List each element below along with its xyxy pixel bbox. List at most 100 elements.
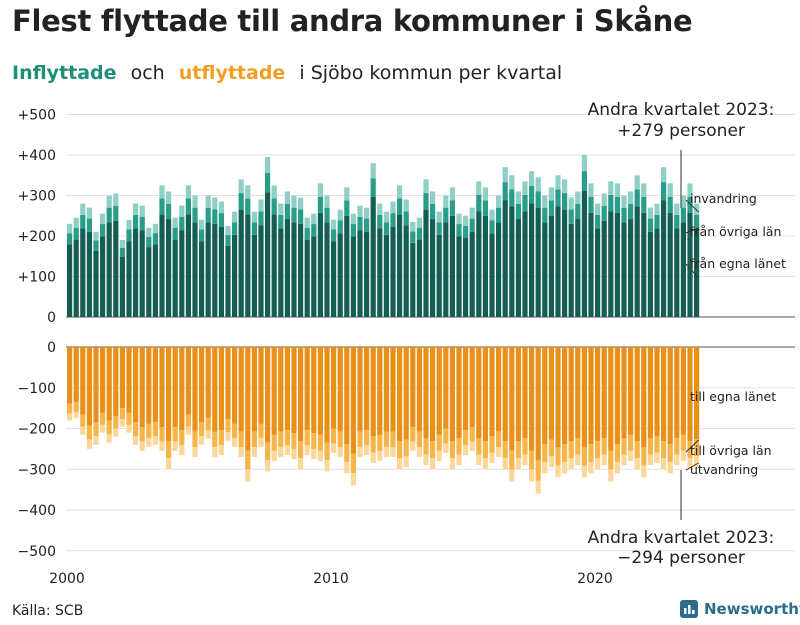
bar-out-own	[126, 347, 132, 413]
bar-out-other	[522, 437, 528, 455]
bar-in-abroad	[680, 195, 686, 208]
bar-out-other	[179, 430, 185, 446]
bar-in-other	[311, 224, 317, 237]
bar-out-own	[179, 347, 185, 431]
bar-out-own	[529, 347, 535, 451]
bar-in-abroad	[436, 211, 442, 223]
bar-in-abroad	[265, 157, 271, 174]
bar-out-other	[199, 422, 205, 436]
bar-out-other	[628, 434, 634, 451]
bar-out-other	[364, 430, 370, 446]
bar-in-other	[568, 209, 574, 224]
bar-in-own	[245, 214, 251, 317]
bar-in-abroad	[449, 187, 455, 201]
bar-in-other	[694, 214, 700, 229]
bar-in-other	[331, 229, 337, 242]
bar-in-abroad	[667, 183, 673, 197]
bar-out-other	[370, 436, 376, 453]
bar-in-other	[212, 209, 218, 224]
bar-in-own	[515, 219, 521, 317]
bar-out-abroad	[86, 439, 92, 449]
bar-out-other	[674, 437, 680, 455]
bar-out-abroad	[298, 458, 304, 470]
bar-in-abroad	[456, 213, 462, 225]
bar-out-abroad	[449, 458, 455, 470]
bar-out-other	[331, 428, 337, 444]
bar-in-abroad	[463, 215, 469, 226]
bar-in-abroad	[80, 203, 86, 215]
bar-out-abroad	[463, 445, 469, 455]
bar-in-own	[291, 222, 297, 317]
bar-in-abroad	[608, 181, 614, 195]
bar-out-abroad	[185, 426, 191, 435]
bar-in-other	[555, 189, 561, 207]
bar-out-abroad	[608, 469, 614, 482]
bar-out-own	[694, 347, 700, 440]
bar-in-own	[86, 231, 92, 317]
bar-out-own	[238, 347, 244, 432]
bar-out-other	[212, 431, 218, 448]
bar-out-other	[298, 441, 304, 459]
bar-in-own	[535, 208, 541, 317]
bar-out-other	[502, 441, 508, 459]
bar-out-abroad	[73, 411, 79, 419]
chart-title: Flest flyttade till andra kommuner i Skå…	[12, 4, 693, 38]
annotation-bottom-line1: Andra kvartalet 2023:	[588, 528, 775, 548]
bar-in-other	[456, 224, 462, 237]
bar-in-other	[542, 207, 548, 223]
bar-in-other	[661, 182, 667, 201]
bar-out-own	[271, 347, 277, 435]
bar-in-own	[687, 212, 693, 317]
bar-out-other	[456, 437, 462, 455]
bar-in-own	[436, 234, 442, 317]
bar-in-other	[238, 193, 244, 210]
bar-in-other	[265, 173, 271, 193]
bar-in-abroad	[126, 219, 132, 230]
bar-out-abroad	[423, 454, 429, 466]
bar-in-abroad	[410, 221, 416, 232]
bar-out-other	[463, 430, 469, 446]
bar-in-own	[232, 234, 238, 317]
bar-out-abroad	[469, 441, 475, 451]
bar-in-own	[258, 225, 264, 317]
bar-out-other	[357, 431, 363, 448]
bar-out-abroad	[416, 447, 422, 458]
bar-out-own	[522, 347, 528, 438]
bar-out-own	[225, 347, 231, 420]
axes: +500 +400 +300 +200 +100 0 0 −100 −200 −300 −400 −5…	[18, 108, 613, 588]
bar-out-other	[581, 447, 587, 466]
bar-out-other	[311, 433, 317, 449]
bar-out-own	[67, 347, 73, 404]
bar-in-own	[456, 236, 462, 317]
bar-out-abroad	[383, 447, 389, 458]
annotation-bottom-line2: −294 personer	[617, 548, 745, 568]
bar-out-other	[185, 414, 191, 427]
bar-in-other	[634, 189, 640, 207]
bar-out-abroad	[225, 432, 231, 441]
bar-out-abroad	[496, 447, 502, 458]
bar-in-own	[634, 206, 640, 317]
bar-out-other	[601, 437, 607, 455]
bar-in-own	[482, 215, 488, 317]
bar-out-own	[232, 347, 238, 424]
bar-out-own	[496, 347, 502, 432]
bar-out-own	[469, 347, 475, 428]
bar-in-abroad	[106, 195, 112, 208]
bar-in-abroad	[344, 187, 350, 201]
bar-out-abroad	[628, 450, 634, 462]
bar-out-own	[331, 347, 337, 429]
bar-out-own	[430, 347, 436, 442]
bar-in-abroad	[311, 213, 317, 225]
bar-in-own	[680, 222, 686, 317]
bar-out-own	[265, 347, 271, 443]
bar-out-own	[667, 347, 673, 445]
bar-out-other	[595, 441, 601, 459]
bar-in-own	[179, 230, 185, 317]
bar-in-abroad	[73, 217, 79, 228]
bar-in-own	[265, 192, 271, 317]
bar-in-abroad	[370, 163, 376, 179]
bar-out-other	[390, 431, 396, 448]
bar-out-other	[410, 427, 416, 442]
bar-out-abroad	[350, 473, 356, 486]
bar-in-own	[205, 222, 211, 317]
